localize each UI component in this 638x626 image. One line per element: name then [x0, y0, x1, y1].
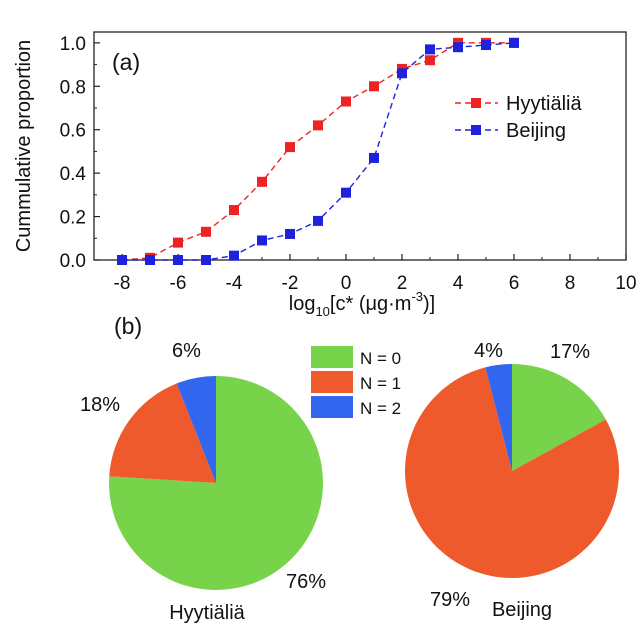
y-ticks: 0.0 0.2 0.4 0.6 0.8 1.0 [60, 34, 100, 272]
series-0-point [257, 176, 267, 187]
x-tick-label: -4 [226, 273, 243, 294]
legend-marker-beijing [471, 125, 481, 135]
plot-frame [93, 31, 627, 261]
y-tick-label: 0.8 [60, 77, 86, 98]
series-1-point [257, 235, 267, 246]
series-layer [117, 37, 519, 265]
legend-item-hyytiala: Hyytiäliä [455, 93, 582, 115]
pie-hyytiala-slice-label-n0: 76% [286, 571, 326, 593]
pie-legend-swatch-n1 [311, 371, 353, 393]
series-1-point [313, 215, 323, 226]
series-1-point [117, 255, 127, 265]
x-tick-label: 10 [615, 273, 636, 294]
x-tick-label: -2 [282, 273, 299, 294]
x-axis-label: log10[c* (μg·m-3)] [289, 289, 435, 319]
pie-legend-swatch-n2 [311, 396, 353, 418]
pie-beijing [405, 363, 619, 578]
x-label-base: log [289, 293, 316, 315]
series-0-point [201, 226, 211, 237]
pie-legend-item-n1: N = 1 [311, 371, 401, 393]
x-tick-label: -6 [170, 273, 187, 294]
y-tick-label: 1.0 [60, 34, 86, 55]
series-1-point [173, 255, 183, 265]
series-0-point [285, 142, 295, 153]
pie-hyytiala [109, 375, 323, 590]
series-1-point [145, 255, 155, 265]
series-0-point [173, 237, 183, 248]
pie-legend-item-n2: N = 2 [311, 396, 401, 418]
x-label-end: )] [423, 293, 435, 315]
series-1-point [229, 250, 239, 261]
y-tick-label: 0.4 [60, 164, 87, 185]
series-1-point [453, 42, 463, 53]
x-tick-label: 4 [453, 273, 464, 294]
series-line-1 [122, 42, 515, 261]
pie-hyytiala-slice-label-n2: 6% [172, 340, 201, 362]
pie-legend-label-n1: N = 1 [360, 374, 401, 393]
series-1-point [425, 44, 435, 55]
y-tick-label: 0.2 [60, 208, 86, 229]
pie-slice-n=2 [485, 363, 512, 471]
series-1-point [341, 187, 351, 198]
legend-marker-hyytiala [471, 98, 481, 108]
x-ticks: -8 -6 -4 -2 0 2 4 6 8 10 [93, 254, 637, 294]
series-0-point [425, 55, 435, 66]
pie-slice-n=0 [512, 363, 606, 471]
y-tick-label: 0.0 [60, 251, 86, 272]
pie-legend: N = 0 N = 1 N = 2 [311, 346, 401, 418]
x-tick-label: 6 [509, 273, 520, 294]
legend-label-beijing: Beijing [506, 120, 566, 142]
pie-legend-item-n0: N = 0 [311, 346, 401, 368]
series-0-point [313, 120, 323, 131]
pie-charts-panel: (b) 76% 18% 6% Hyytiäliä 17% 79% 4% Beij… [80, 313, 619, 624]
y-axis-label: Cummulative proportion [13, 40, 35, 252]
pie-beijing-title: Beijing [492, 599, 552, 621]
pie-hyytiala-slice-label-n1: 18% [80, 394, 120, 416]
legend-item-beijing: Beijing [455, 120, 566, 142]
series-1-point [397, 68, 407, 79]
panel-label-b: (b) [114, 313, 142, 339]
pie-slice-n=0 [109, 376, 323, 590]
panel-label-a: (a) [112, 49, 140, 75]
x-label-sup: -3 [411, 289, 423, 304]
x-tick-label: -8 [114, 273, 131, 294]
x-label-body: [c* (μg·m [330, 293, 412, 315]
x-tick-label: 2 [397, 273, 408, 294]
pie-legend-swatch-n0 [311, 346, 353, 368]
series-1-point [509, 37, 519, 48]
pie-beijing-slice-label-n2: 4% [474, 340, 503, 362]
series-0-point [341, 96, 351, 107]
pie-legend-label-n0: N = 0 [360, 349, 401, 368]
series-line-0 [121, 42, 514, 261]
pie-slice-n=2 [176, 375, 216, 483]
series-0-point [369, 81, 379, 92]
pie-beijing-slice-label-n1: 79% [430, 589, 470, 611]
pie-slice-n=1 [405, 367, 619, 578]
series-1-point [481, 40, 491, 51]
line-legend: Hyytiäliä Beijing [455, 93, 582, 142]
pie-legend-label-n2: N = 2 [360, 399, 401, 418]
line-chart-panel: 0.0 0.2 0.4 0.6 0.8 1.0 -8 -6 -4 -2 0 2 4 6 8 10 (a) C… [13, 31, 637, 319]
series-1-point [201, 255, 211, 265]
series-0-point [229, 205, 239, 216]
x-tick-label: 0 [341, 273, 352, 294]
pie-slice-n=1 [109, 383, 216, 483]
y-tick-label: 0.6 [60, 121, 86, 142]
x-label-sub: 10 [315, 304, 329, 319]
series-1-point [369, 152, 379, 163]
pie-beijing-slice-label-n0: 17% [550, 341, 590, 363]
legend-label-hyytiala: Hyytiäliä [506, 93, 582, 115]
pie-hyytiala-title: Hyytiäliä [169, 602, 245, 624]
series-1-point [285, 228, 295, 239]
x-tick-label: 8 [565, 273, 576, 294]
